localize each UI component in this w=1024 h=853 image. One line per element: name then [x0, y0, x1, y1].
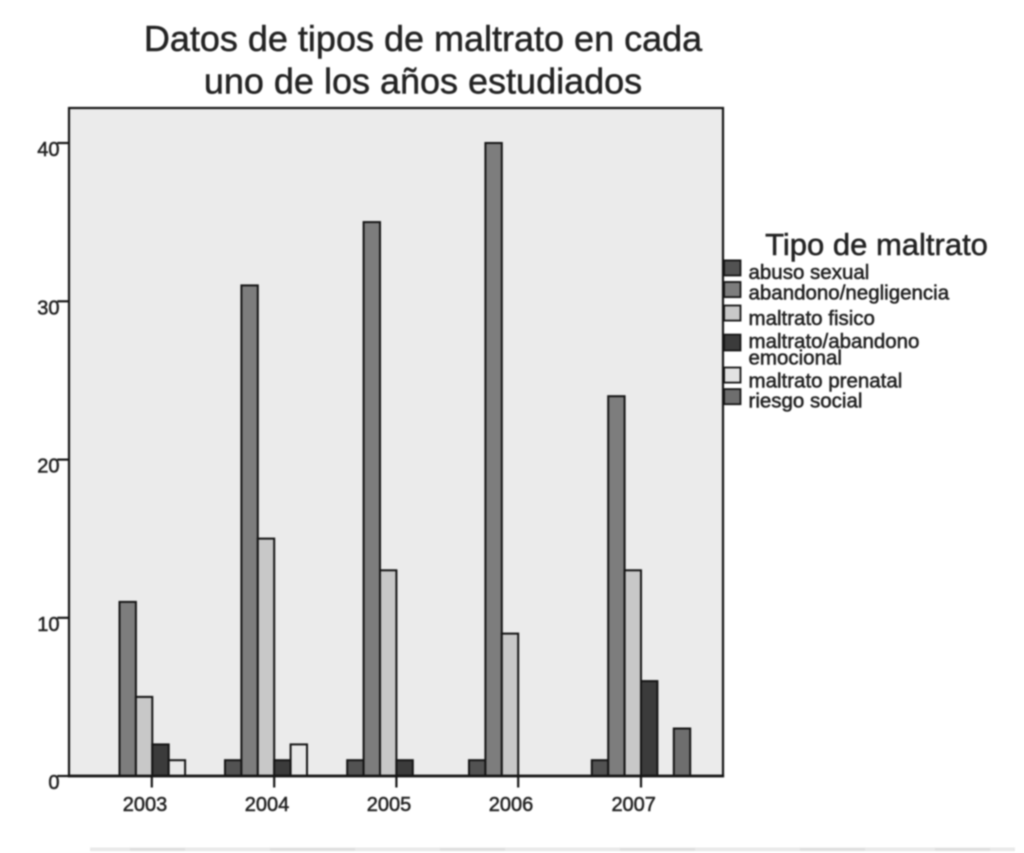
- svg-text:0: 0: [48, 772, 59, 794]
- svg-text:Datos de tipos de maltrato en: Datos de tipos de maltrato en cada: [144, 18, 703, 59]
- svg-text:emocional: emocional: [749, 346, 842, 369]
- svg-text:abandono/negligencia: abandono/negligencia: [749, 281, 950, 304]
- svg-text:abuso sexual: abuso sexual: [749, 261, 870, 284]
- svg-text:2005: 2005: [367, 794, 412, 816]
- svg-text:2003: 2003: [123, 794, 168, 816]
- svg-text:40: 40: [37, 139, 59, 161]
- svg-text:20: 20: [37, 456, 59, 478]
- svg-text:maltrato fisico: maltrato fisico: [749, 307, 875, 330]
- svg-text:10: 10: [37, 614, 59, 636]
- svg-text:maltrato prenatal: maltrato prenatal: [749, 369, 903, 392]
- svg-text:uno de los años estudiados: uno de los años estudiados: [204, 61, 642, 102]
- svg-text:30: 30: [37, 297, 59, 319]
- svg-text:riesgo social: riesgo social: [749, 390, 863, 413]
- svg-text:maltrato/abandono: maltrato/abandono: [749, 330, 920, 353]
- svg-text:2007: 2007: [611, 794, 656, 816]
- svg-text:Tipo de maltrato: Tipo de maltrato: [765, 227, 988, 262]
- svg-text:2004: 2004: [245, 794, 290, 816]
- svg-text:2006: 2006: [489, 794, 534, 816]
